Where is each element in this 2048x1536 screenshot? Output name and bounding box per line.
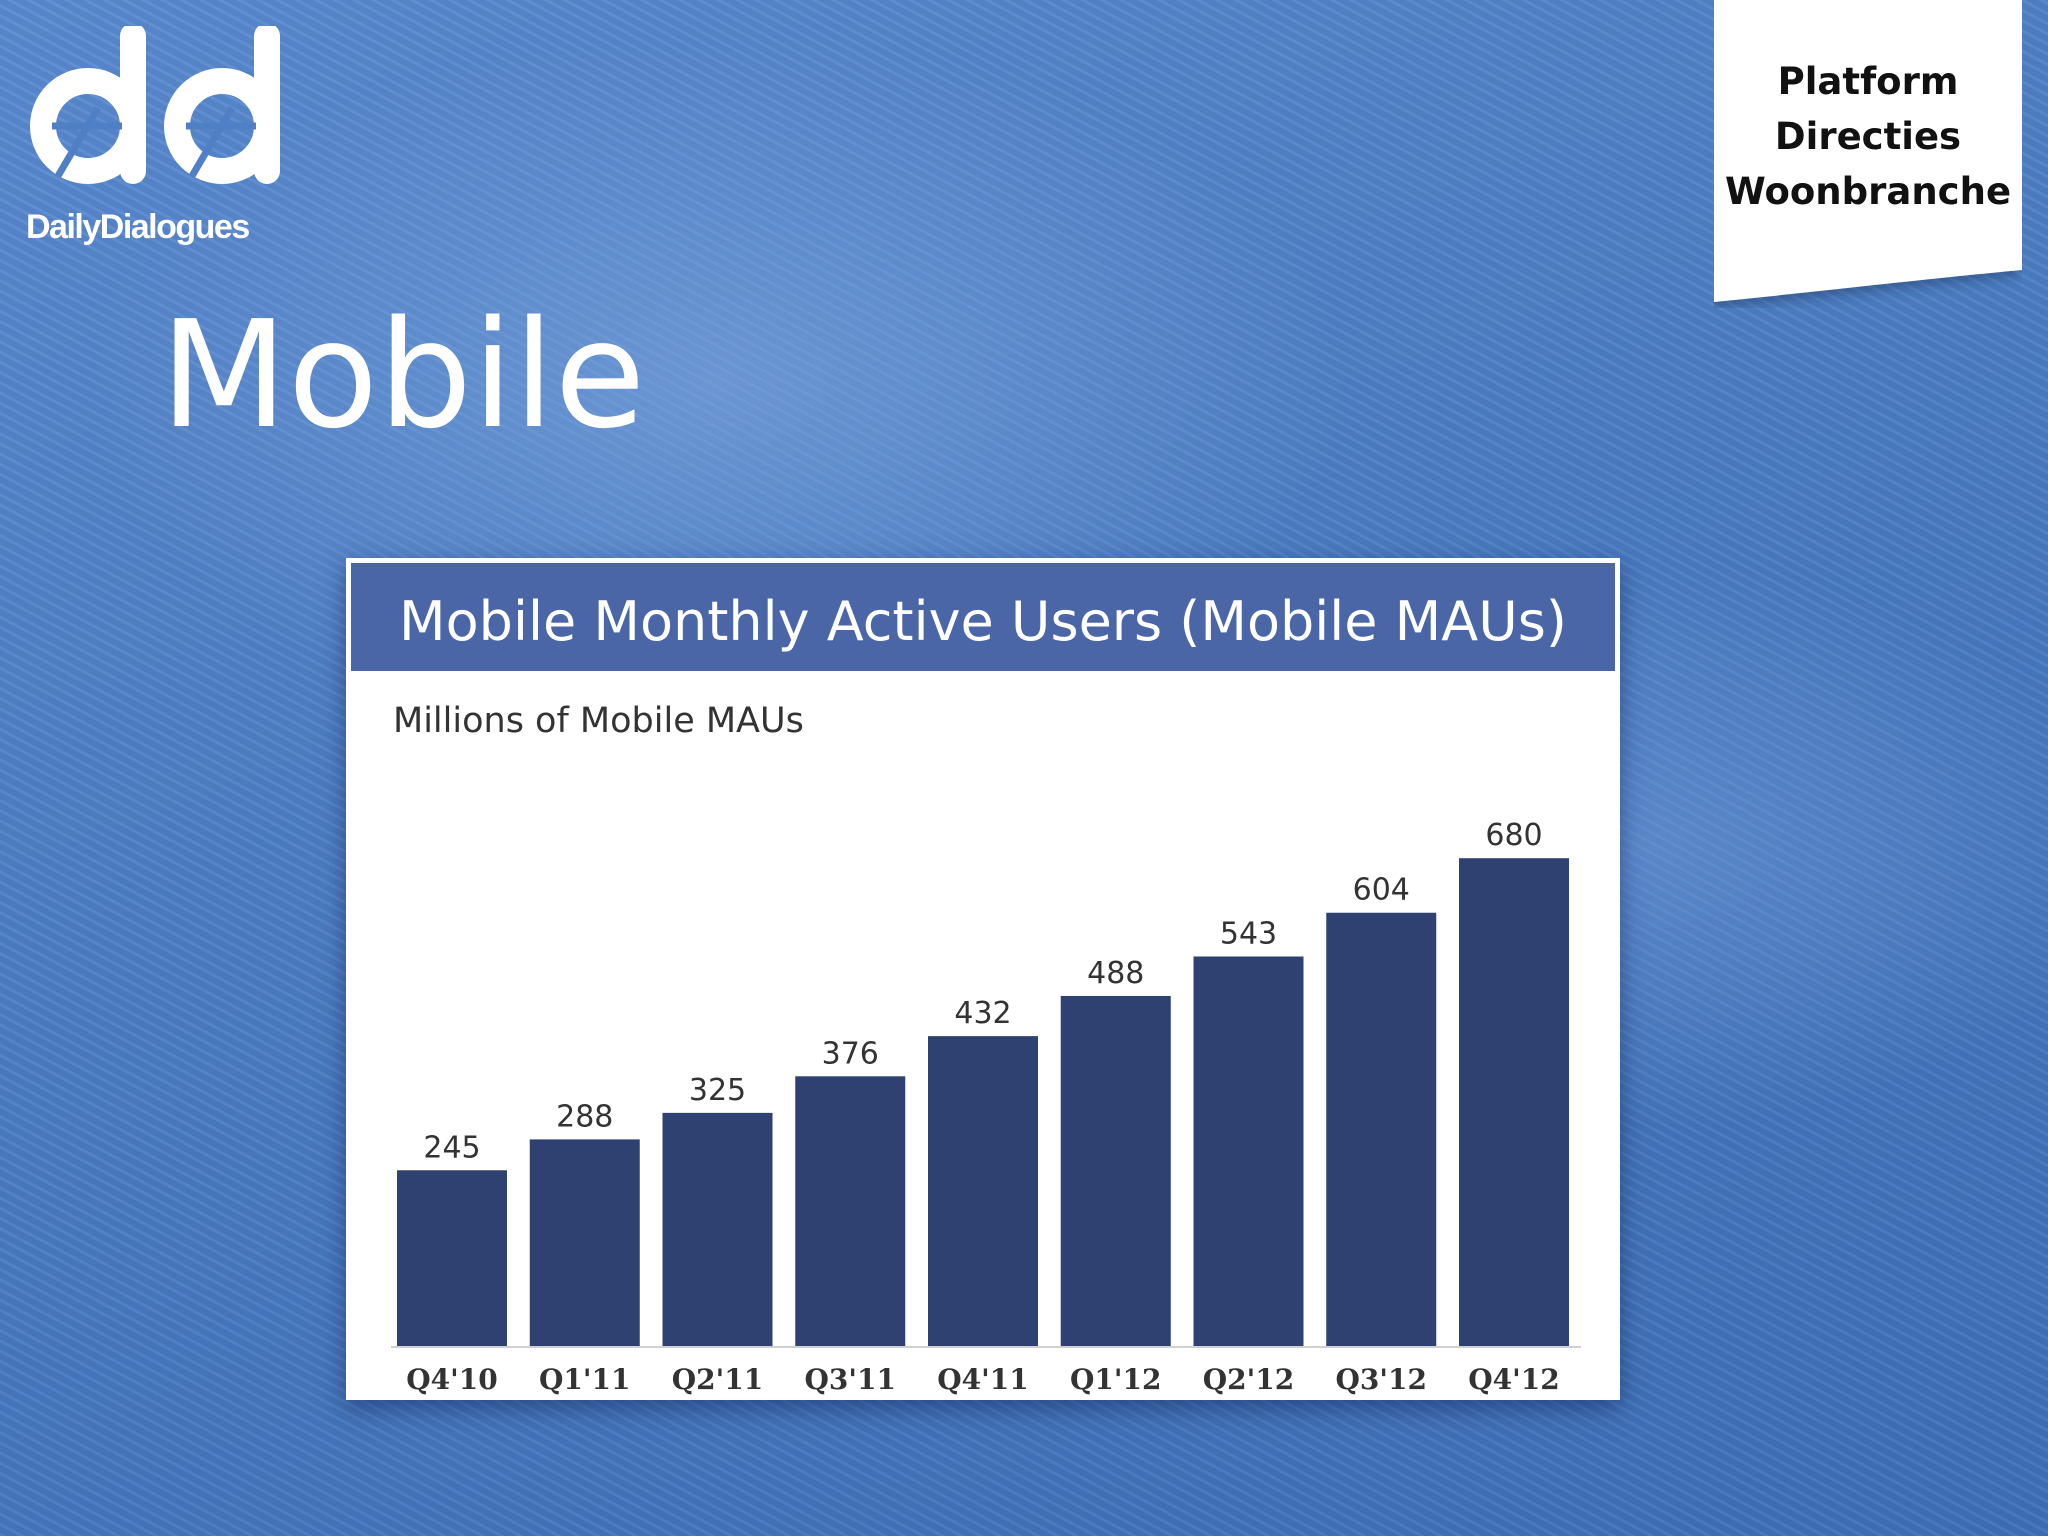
x-tick-label: Q4'11 (937, 1363, 1028, 1396)
bar-7 (1326, 912, 1437, 1346)
bar-8 (1459, 858, 1569, 1346)
chart-title-band (351, 563, 1615, 671)
bar-value-label: 325 (689, 1073, 746, 1108)
dd-logo-icon (30, 26, 280, 184)
x-tick-label: Q3'12 (1336, 1363, 1427, 1396)
x-tick-label: Q2'11 (672, 1363, 763, 1396)
bar-2 (662, 1112, 773, 1346)
x-tick-label: Q4'10 (406, 1363, 497, 1396)
bar-value-label: 488 (1087, 956, 1144, 991)
x-tick-label: Q3'11 (805, 1363, 896, 1396)
tag-line-1: Platform (1777, 60, 1959, 103)
chart-card: Mobile Monthly Active Users (Mobile MAUs… (346, 558, 1620, 1400)
bar-value-label: 288 (556, 1099, 613, 1134)
tag-line-2: Directies (1774, 115, 1962, 158)
slide-title: Mobile (160, 289, 646, 461)
bar-value-label: 376 (822, 1036, 879, 1071)
x-tick-label: Q1'11 (539, 1363, 630, 1396)
tag-line-3: Woonbranche (1724, 170, 2012, 213)
chart-title: Mobile Monthly Active Users (Mobile MAUs… (399, 590, 1567, 653)
bar-5 (1060, 995, 1171, 1346)
bar-4 (928, 1036, 1038, 1346)
chart-ylabel: Millions of Mobile MAUs (393, 701, 804, 741)
bars-group: 245 Q4'10 288 Q1'11 325 Q2'11 376 Q3'11 432 Q4'11… (397, 818, 1569, 1396)
x-tick-label: Q2'12 (1203, 1363, 1294, 1396)
bar-value-label: 604 (1353, 873, 1410, 908)
logo-text: DailyDialogues (26, 208, 250, 246)
bar-value-label: 543 (1220, 916, 1277, 951)
bar-1 (529, 1139, 640, 1346)
bar-value-label: 432 (954, 996, 1011, 1031)
bar-0 (397, 1170, 507, 1346)
x-tick-label: Q4'12 (1468, 1363, 1559, 1396)
bar-value-label: 245 (423, 1130, 480, 1165)
bar-3 (795, 1076, 906, 1346)
bar-value-label: 680 (1485, 818, 1542, 853)
bar-chart: Mobile Monthly Active Users (Mobile MAUs… (351, 563, 1615, 1396)
paper-tag-shape (1714, 0, 2022, 302)
platform-tag: Platform Directies Woonbranche (1714, 0, 2022, 308)
x-tick-label: Q1'12 (1070, 1363, 1161, 1396)
dailydialogues-logo: DailyDialogues (22, 26, 302, 246)
tag-text: Platform Directies Woonbranche (1714, 54, 2022, 219)
bar-6 (1193, 956, 1304, 1346)
